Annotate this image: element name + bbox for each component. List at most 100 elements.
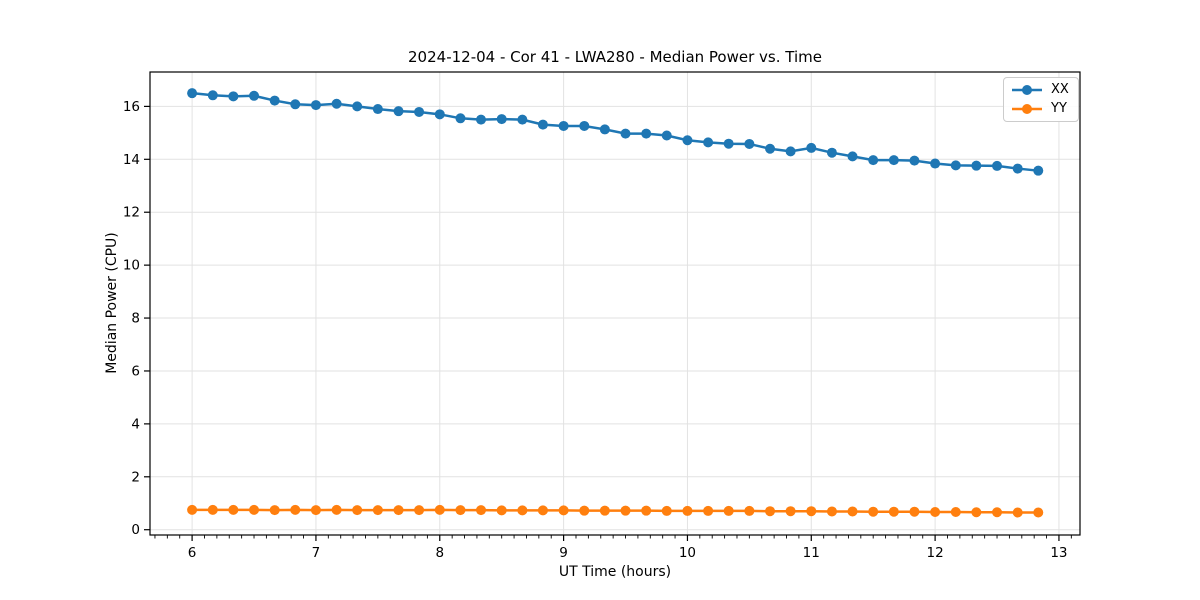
series-marker-yy (517, 505, 528, 516)
series-marker-xx (310, 100, 321, 111)
legend-swatch-xx-icon (1012, 85, 1042, 95)
series-marker-yy (1033, 507, 1044, 518)
series-marker-xx (723, 138, 734, 149)
series-marker-yy (930, 506, 941, 517)
series-marker-yy (249, 504, 260, 515)
series-marker-xx (455, 113, 466, 124)
series-marker-xx (187, 88, 198, 99)
series-marker-xx (496, 114, 507, 125)
y-axis-label: Median Power (CPU) (104, 232, 120, 374)
series-marker-xx (703, 137, 714, 148)
series-marker-xx (476, 114, 487, 125)
x-tick-label: 12 (927, 545, 944, 561)
series-marker-xx (682, 135, 693, 146)
series-marker-yy (909, 506, 920, 517)
series-marker-xx (228, 91, 239, 102)
series-marker-xx (641, 128, 652, 139)
legend: XX YY (1003, 77, 1079, 122)
series-marker-yy (868, 506, 879, 517)
series-marker-yy (806, 506, 817, 517)
series-marker-xx (269, 95, 280, 106)
series-marker-xx (434, 109, 445, 120)
y-tick-label: 12 (123, 205, 140, 221)
y-tick-label: 16 (123, 99, 140, 115)
x-tick-label: 9 (559, 545, 568, 561)
y-tick-label: 10 (123, 258, 140, 274)
y-tick-label: 0 (131, 522, 140, 538)
series-marker-yy (661, 505, 672, 516)
series-marker-yy (372, 505, 383, 516)
y-tick-label: 8 (131, 311, 140, 327)
series-marker-xx (785, 146, 796, 157)
x-tick-label: 11 (803, 545, 820, 561)
x-tick-label: 10 (679, 545, 696, 561)
series-marker-yy (414, 505, 425, 516)
series-marker-yy (310, 505, 321, 516)
series-marker-xx (744, 138, 755, 149)
series-marker-yy (992, 507, 1003, 518)
x-tick-label: 8 (435, 545, 444, 561)
legend-label-xx: XX (1051, 82, 1069, 97)
series-marker-xx (372, 104, 383, 115)
series-marker-yy (558, 505, 569, 516)
series-marker-yy (785, 506, 796, 517)
series-marker-yy (290, 504, 301, 515)
y-tick-label: 14 (123, 152, 140, 168)
series-marker-xx (1012, 163, 1023, 174)
legend-swatch-yy-icon (1012, 104, 1042, 114)
series-marker-xx (661, 130, 672, 141)
series-marker-yy (434, 504, 445, 515)
series-marker-xx (579, 120, 590, 131)
series-marker-yy (269, 505, 280, 516)
series-marker-xx (909, 155, 920, 166)
series-marker-yy (537, 505, 548, 516)
series-marker-xx (393, 106, 404, 117)
series-marker-xx (537, 119, 548, 130)
series-marker-xx (992, 160, 1003, 171)
series-marker-xx (207, 90, 218, 101)
series-marker-yy (1012, 507, 1023, 518)
legend-label-yy: YY (1051, 101, 1067, 116)
series-marker-xx (806, 142, 817, 153)
series-marker-yy (187, 504, 198, 515)
series-marker-xx (847, 151, 858, 162)
series-marker-xx (620, 128, 631, 139)
series-marker-yy (579, 505, 590, 516)
series-marker-xx (414, 106, 425, 117)
series-marker-xx (249, 90, 260, 101)
legend-item-yy: YY (1010, 101, 1070, 117)
series-marker-xx (517, 114, 528, 125)
series-marker-xx (950, 160, 961, 171)
series-marker-xx (599, 124, 610, 135)
series-marker-xx (558, 120, 569, 131)
series-marker-xx (765, 143, 776, 154)
series-marker-yy (641, 505, 652, 516)
series-marker-xx (826, 147, 837, 158)
series-marker-yy (496, 505, 507, 516)
legend-item-xx: XX (1010, 82, 1070, 98)
series-marker-yy (888, 506, 899, 517)
series-marker-xx (930, 158, 941, 169)
series-marker-yy (682, 505, 693, 516)
series-marker-yy (620, 505, 631, 516)
series-marker-yy (847, 506, 858, 517)
series-marker-xx (331, 98, 342, 109)
series-marker-yy (765, 506, 776, 517)
x-tick-label: 13 (1050, 545, 1067, 561)
x-tick-label: 6 (188, 545, 197, 561)
y-tick-label: 4 (131, 416, 140, 432)
series-marker-yy (228, 504, 239, 515)
series-marker-yy (599, 505, 610, 516)
series-marker-yy (207, 504, 218, 515)
series-marker-yy (971, 507, 982, 518)
series-marker-xx (290, 99, 301, 110)
series-marker-yy (455, 505, 466, 516)
chart-title: 2024-12-04 - Cor 41 - LWA280 - Median Po… (408, 48, 822, 66)
series-marker-xx (888, 155, 899, 166)
series-marker-yy (950, 506, 961, 517)
series-marker-yy (723, 505, 734, 516)
y-tick-label: 2 (131, 469, 140, 485)
x-tick-label: 7 (312, 545, 321, 561)
series-marker-yy (331, 504, 342, 515)
